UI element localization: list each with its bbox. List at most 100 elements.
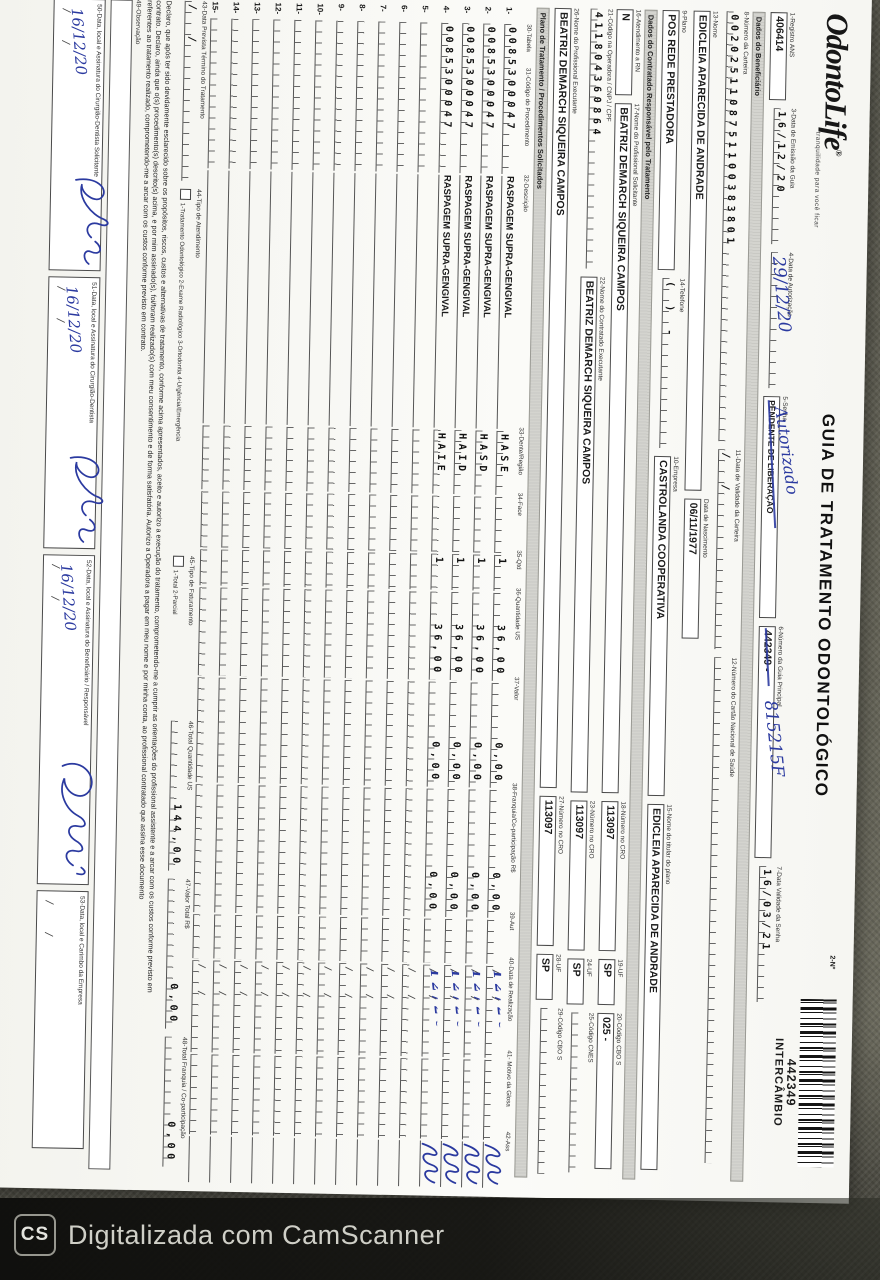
cell-qtd <box>367 552 384 589</box>
row-number: 13- <box>252 2 262 14</box>
row-number: 2- <box>483 6 493 14</box>
field-registro-ans: 1-Registro ANS 406414 <box>768 12 796 101</box>
date-mask: / / <box>60 7 73 56</box>
cell-franquia <box>382 787 400 917</box>
cell-valor <box>321 679 339 785</box>
table-row: 4- 0085300047 RASPAGEM SUPRA-GENGIVAL HA… <box>419 6 462 1187</box>
cell-quantidade-us <box>239 588 257 677</box>
cell-procedure-code <box>207 18 226 169</box>
camscanner-text: Digitalizada com CamScanner <box>68 1219 445 1250</box>
field-label: 1-Registro ANS <box>787 12 796 58</box>
cell-quantidade-us: 36,00 <box>449 592 467 681</box>
field-value: SP <box>597 958 616 1006</box>
cell-aut <box>444 918 461 964</box>
field-value: 0,00 <box>162 1036 180 1167</box>
cell-valor: 0,00 <box>468 682 486 788</box>
field-label: 53-Data, local e Carimbo da Empresa <box>76 895 87 1005</box>
cell-face <box>326 493 343 550</box>
row-signature-scribble-icon <box>421 1142 439 1184</box>
cell-aut <box>339 916 356 962</box>
cell-procedure-code <box>270 19 289 170</box>
field-value <box>768 252 787 389</box>
field-value: 113097 <box>567 800 588 951</box>
field-data-emissao: 3-Data de Emissão da Guia 16/12/20 <box>766 108 797 245</box>
cell-qtd <box>220 549 237 586</box>
cell-valor <box>258 678 276 784</box>
tipo-atendimento-checkbox <box>179 188 191 200</box>
cell-data-realizacao: / /16/12/20 <box>484 965 502 1059</box>
cell-assinatura <box>188 1136 205 1183</box>
cell-motivo-glosa <box>419 1058 437 1139</box>
cell-quantidade-us <box>407 591 425 680</box>
row-number: 8- <box>357 4 367 12</box>
date-mask: / / <box>405 967 417 1008</box>
cell-data-realizacao: / / <box>316 962 334 1055</box>
field-value: 144,00 <box>168 720 186 871</box>
cell-assinatura <box>482 1141 502 1189</box>
row-signature-scribble-icon <box>484 1144 502 1185</box>
camscanner-logo-icon: CS <box>14 1214 56 1256</box>
cell-face <box>473 496 490 553</box>
field-senha: 5-Senha PENDENTE DE LIBERAÇÃO Autorizado <box>759 395 802 619</box>
col-header-aut: 39-Aut <box>507 911 516 931</box>
cell-qtd: 1 <box>493 554 510 592</box>
cell-assinatura <box>440 1140 460 1188</box>
cell-face <box>263 492 280 549</box>
cell-valor <box>405 681 423 787</box>
cell-qtd: 1 <box>430 553 447 590</box>
cell-franquia <box>340 786 358 916</box>
cell-face <box>431 495 448 552</box>
field-label: 28-UF <box>554 954 562 973</box>
signatures-row: 50-Data, local e Assinatura do Cirurgião… <box>32 0 110 1169</box>
form-number-label: 2-Nº <box>828 955 836 970</box>
cell-data-realizacao: / /16/12/20 <box>463 965 481 1058</box>
cell-data-realizacao: / / <box>253 961 271 1054</box>
cell-procedure-code <box>291 19 310 171</box>
cell-qtd <box>304 551 321 588</box>
cell-face <box>368 494 385 551</box>
row-signature-scribble-icon <box>463 1143 481 1185</box>
cell-assinatura <box>251 1137 268 1184</box>
field-value: 113097 <box>598 800 619 952</box>
cell-dente-regiao: HAID <box>453 430 470 495</box>
cell-valor: 0,00 <box>447 682 465 788</box>
cell-quantidade-us <box>344 590 362 679</box>
cell-data-realizacao: / / <box>337 962 355 1056</box>
field-cbo-executante: 29-Código CBO S <box>532 1007 563 1175</box>
cell-valor <box>384 680 402 787</box>
cell-assinatura <box>230 1136 247 1184</box>
date-mask: / / <box>216 963 228 1005</box>
field-tipo-faturamento: 45-Tipo de Faturamento 1-Total 2-Parcial <box>166 555 195 713</box>
signature-beneficiario: 52-Data, local e Assinatura do Beneficiá… <box>37 554 96 886</box>
field-nome-titular: 15-Nome do titular do plano EDICLEIA APA… <box>640 803 672 1171</box>
field-label: 16-Atendimento a RN <box>633 9 642 73</box>
field-value: 16/12/20 <box>771 108 789 245</box>
cell-data-realizacao: / / <box>211 960 229 1053</box>
field-total-franquia: 48-Total Franquia / Co-participação 0,00 <box>157 1036 188 1168</box>
cell-franquia <box>319 786 337 915</box>
cell-valor <box>279 678 297 785</box>
cell-procedure-code: 0085300047 <box>501 23 520 175</box>
cell-qtd <box>283 550 300 588</box>
cell-dente-regiao: HAIE <box>432 429 449 494</box>
cell-data-realizacao: / / <box>400 964 418 1057</box>
cell-aut <box>234 914 251 960</box>
cell-procedure-code <box>417 22 436 173</box>
cell-assinatura <box>272 1137 289 1185</box>
tipo-faturamento-checkbox <box>172 555 184 567</box>
watermark-band <box>0 1198 880 1280</box>
cell-quantidade-us <box>260 588 278 677</box>
cell-franquia <box>298 786 316 915</box>
field-numero-carteira: 8-Número da Carteira 0020251108751100383… <box>713 11 750 442</box>
field-value: 406414 <box>768 12 788 101</box>
date-mask: / / <box>342 966 354 1007</box>
field-tipo-atendimento: 44-Tipo de Atendimento 1-Tratamento Odon… <box>169 188 202 548</box>
date-mask: / / <box>447 968 459 1009</box>
cell-motivo-glosa <box>314 1056 332 1137</box>
logo-text: OdontoLife <box>817 13 856 151</box>
cell-procedure-code <box>375 21 394 172</box>
cell-dente-regiao <box>327 427 344 492</box>
row-signature-scribble-icon <box>442 1143 460 1184</box>
signature-scribble-icon <box>75 178 110 265</box>
field-label: 27-Número no CRO <box>556 796 565 855</box>
